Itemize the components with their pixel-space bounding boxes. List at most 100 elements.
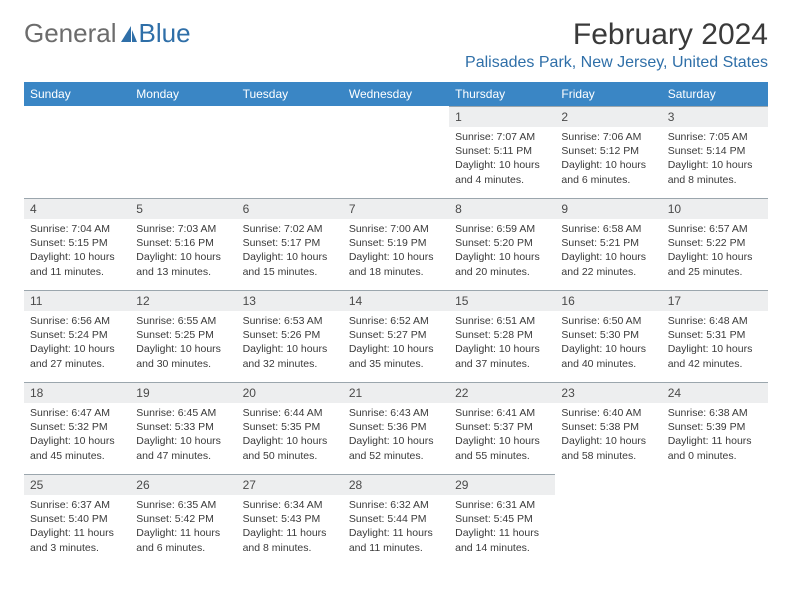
calendar-day-cell: 15Sunrise: 6:51 AMSunset: 5:28 PMDayligh… xyxy=(449,290,555,382)
logo-text-b: Blue xyxy=(139,18,191,49)
day-number: 11 xyxy=(24,290,130,311)
calendar-day-cell xyxy=(662,474,768,566)
page-header: General Blue February 2024 Palisades Par… xyxy=(24,18,768,80)
day-info: Sunrise: 6:32 AMSunset: 5:44 PMDaylight:… xyxy=(343,495,449,561)
calendar-day-cell: 25Sunrise: 6:37 AMSunset: 5:40 PMDayligh… xyxy=(24,474,130,566)
day-number: 8 xyxy=(449,198,555,219)
title-block: February 2024 Palisades Park, New Jersey… xyxy=(465,18,768,80)
logo: General Blue xyxy=(24,18,191,49)
day-info: Sunrise: 7:03 AMSunset: 5:16 PMDaylight:… xyxy=(130,219,236,285)
calendar-day-cell xyxy=(343,106,449,198)
day-info: Sunrise: 7:04 AMSunset: 5:15 PMDaylight:… xyxy=(24,219,130,285)
calendar-day-cell: 24Sunrise: 6:38 AMSunset: 5:39 PMDayligh… xyxy=(662,382,768,474)
calendar-week-row: 1Sunrise: 7:07 AMSunset: 5:11 PMDaylight… xyxy=(24,106,768,198)
calendar-day-cell: 16Sunrise: 6:50 AMSunset: 5:30 PMDayligh… xyxy=(555,290,661,382)
day-info: Sunrise: 7:05 AMSunset: 5:14 PMDaylight:… xyxy=(662,127,768,193)
calendar-day-cell: 10Sunrise: 6:57 AMSunset: 5:22 PMDayligh… xyxy=(662,198,768,290)
day-number: 13 xyxy=(237,290,343,311)
day-info: Sunrise: 7:00 AMSunset: 5:19 PMDaylight:… xyxy=(343,219,449,285)
day-number: 14 xyxy=(343,290,449,311)
day-number: 4 xyxy=(24,198,130,219)
calendar-day-cell: 23Sunrise: 6:40 AMSunset: 5:38 PMDayligh… xyxy=(555,382,661,474)
day-number: 9 xyxy=(555,198,661,219)
day-info: Sunrise: 6:35 AMSunset: 5:42 PMDaylight:… xyxy=(130,495,236,561)
day-info: Sunrise: 7:07 AMSunset: 5:11 PMDaylight:… xyxy=(449,127,555,193)
day-info: Sunrise: 6:59 AMSunset: 5:20 PMDaylight:… xyxy=(449,219,555,285)
day-info: Sunrise: 6:52 AMSunset: 5:27 PMDaylight:… xyxy=(343,311,449,377)
day-number: 19 xyxy=(130,382,236,403)
calendar-day-cell: 29Sunrise: 6:31 AMSunset: 5:45 PMDayligh… xyxy=(449,474,555,566)
calendar-day-cell xyxy=(130,106,236,198)
day-number: 10 xyxy=(662,198,768,219)
month-title: February 2024 xyxy=(465,18,768,52)
day-info: Sunrise: 6:38 AMSunset: 5:39 PMDaylight:… xyxy=(662,403,768,469)
calendar-day-cell xyxy=(24,106,130,198)
day-info: Sunrise: 6:44 AMSunset: 5:35 PMDaylight:… xyxy=(237,403,343,469)
calendar-day-cell: 11Sunrise: 6:56 AMSunset: 5:24 PMDayligh… xyxy=(24,290,130,382)
day-number: 2 xyxy=(555,106,661,127)
col-wednesday: Wednesday xyxy=(343,82,449,106)
logo-text-a: General xyxy=(24,18,117,49)
calendar-day-cell: 6Sunrise: 7:02 AMSunset: 5:17 PMDaylight… xyxy=(237,198,343,290)
day-number: 18 xyxy=(24,382,130,403)
calendar-day-cell: 4Sunrise: 7:04 AMSunset: 5:15 PMDaylight… xyxy=(24,198,130,290)
day-info: Sunrise: 6:50 AMSunset: 5:30 PMDaylight:… xyxy=(555,311,661,377)
day-number: 7 xyxy=(343,198,449,219)
calendar-day-cell: 7Sunrise: 7:00 AMSunset: 5:19 PMDaylight… xyxy=(343,198,449,290)
calendar-day-cell: 19Sunrise: 6:45 AMSunset: 5:33 PMDayligh… xyxy=(130,382,236,474)
calendar-week-row: 18Sunrise: 6:47 AMSunset: 5:32 PMDayligh… xyxy=(24,382,768,474)
calendar-week-row: 4Sunrise: 7:04 AMSunset: 5:15 PMDaylight… xyxy=(24,198,768,290)
day-number: 27 xyxy=(237,474,343,495)
day-info: Sunrise: 6:48 AMSunset: 5:31 PMDaylight:… xyxy=(662,311,768,377)
calendar-day-cell: 20Sunrise: 6:44 AMSunset: 5:35 PMDayligh… xyxy=(237,382,343,474)
day-number: 16 xyxy=(555,290,661,311)
col-tuesday: Tuesday xyxy=(237,82,343,106)
calendar-day-cell: 17Sunrise: 6:48 AMSunset: 5:31 PMDayligh… xyxy=(662,290,768,382)
day-info: Sunrise: 6:55 AMSunset: 5:25 PMDaylight:… xyxy=(130,311,236,377)
col-thursday: Thursday xyxy=(449,82,555,106)
calendar-day-cell xyxy=(237,106,343,198)
day-number: 1 xyxy=(449,106,555,127)
day-number: 20 xyxy=(237,382,343,403)
day-info: Sunrise: 6:37 AMSunset: 5:40 PMDaylight:… xyxy=(24,495,130,561)
calendar-day-cell: 2Sunrise: 7:06 AMSunset: 5:12 PMDaylight… xyxy=(555,106,661,198)
day-number: 21 xyxy=(343,382,449,403)
calendar-week-row: 11Sunrise: 6:56 AMSunset: 5:24 PMDayligh… xyxy=(24,290,768,382)
day-number: 12 xyxy=(130,290,236,311)
calendar-day-cell: 13Sunrise: 6:53 AMSunset: 5:26 PMDayligh… xyxy=(237,290,343,382)
day-number: 15 xyxy=(449,290,555,311)
weekday-header-row: Sunday Monday Tuesday Wednesday Thursday… xyxy=(24,82,768,106)
col-friday: Friday xyxy=(555,82,661,106)
calendar-day-cell: 28Sunrise: 6:32 AMSunset: 5:44 PMDayligh… xyxy=(343,474,449,566)
day-number: 22 xyxy=(449,382,555,403)
calendar-day-cell: 9Sunrise: 6:58 AMSunset: 5:21 PMDaylight… xyxy=(555,198,661,290)
day-number: 29 xyxy=(449,474,555,495)
calendar-day-cell: 1Sunrise: 7:07 AMSunset: 5:11 PMDaylight… xyxy=(449,106,555,198)
calendar-day-cell: 22Sunrise: 6:41 AMSunset: 5:37 PMDayligh… xyxy=(449,382,555,474)
day-info: Sunrise: 6:56 AMSunset: 5:24 PMDaylight:… xyxy=(24,311,130,377)
calendar-day-cell: 14Sunrise: 6:52 AMSunset: 5:27 PMDayligh… xyxy=(343,290,449,382)
day-number: 25 xyxy=(24,474,130,495)
calendar-body: 1Sunrise: 7:07 AMSunset: 5:11 PMDaylight… xyxy=(24,106,768,566)
calendar-day-cell: 5Sunrise: 7:03 AMSunset: 5:16 PMDaylight… xyxy=(130,198,236,290)
location-text: Palisades Park, New Jersey, United State… xyxy=(465,54,768,72)
day-number: 24 xyxy=(662,382,768,403)
calendar-table: Sunday Monday Tuesday Wednesday Thursday… xyxy=(24,82,768,566)
day-info: Sunrise: 6:58 AMSunset: 5:21 PMDaylight:… xyxy=(555,219,661,285)
logo-sail-icon xyxy=(119,24,139,44)
calendar-week-row: 25Sunrise: 6:37 AMSunset: 5:40 PMDayligh… xyxy=(24,474,768,566)
day-number: 28 xyxy=(343,474,449,495)
col-monday: Monday xyxy=(130,82,236,106)
day-number: 3 xyxy=(662,106,768,127)
calendar-day-cell: 3Sunrise: 7:05 AMSunset: 5:14 PMDaylight… xyxy=(662,106,768,198)
calendar-day-cell: 26Sunrise: 6:35 AMSunset: 5:42 PMDayligh… xyxy=(130,474,236,566)
col-sunday: Sunday xyxy=(24,82,130,106)
day-info: Sunrise: 6:40 AMSunset: 5:38 PMDaylight:… xyxy=(555,403,661,469)
day-info: Sunrise: 6:53 AMSunset: 5:26 PMDaylight:… xyxy=(237,311,343,377)
calendar-day-cell: 12Sunrise: 6:55 AMSunset: 5:25 PMDayligh… xyxy=(130,290,236,382)
calendar-day-cell xyxy=(555,474,661,566)
calendar-day-cell: 18Sunrise: 6:47 AMSunset: 5:32 PMDayligh… xyxy=(24,382,130,474)
calendar-day-cell: 27Sunrise: 6:34 AMSunset: 5:43 PMDayligh… xyxy=(237,474,343,566)
day-info: Sunrise: 7:06 AMSunset: 5:12 PMDaylight:… xyxy=(555,127,661,193)
day-info: Sunrise: 6:31 AMSunset: 5:45 PMDaylight:… xyxy=(449,495,555,561)
